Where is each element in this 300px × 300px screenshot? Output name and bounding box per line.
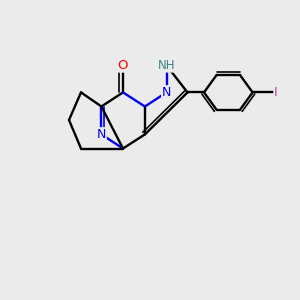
Text: N: N xyxy=(97,128,106,141)
Text: O: O xyxy=(118,59,128,72)
Text: I: I xyxy=(274,86,278,99)
Text: N: N xyxy=(162,86,171,99)
Text: NH: NH xyxy=(158,59,175,72)
